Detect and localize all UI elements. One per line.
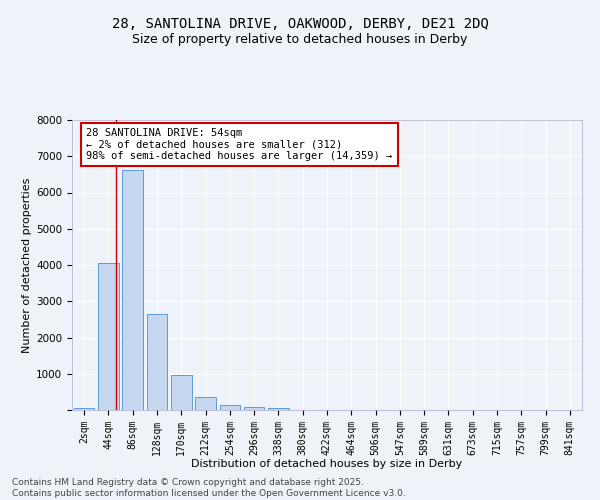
Bar: [74, 408, 94, 410]
Text: Contains HM Land Registry data © Crown copyright and database right 2025.
Contai: Contains HM Land Registry data © Crown c…: [12, 478, 406, 498]
Bar: [244, 407, 265, 410]
Bar: [171, 375, 191, 410]
Y-axis label: Number of detached properties: Number of detached properties: [22, 178, 32, 352]
Bar: [146, 314, 167, 410]
Bar: [268, 408, 289, 410]
X-axis label: Distribution of detached houses by size in Derby: Distribution of detached houses by size …: [191, 459, 463, 469]
Bar: [220, 405, 240, 410]
Bar: [195, 398, 216, 410]
Bar: [122, 170, 143, 410]
Text: 28 SANTOLINA DRIVE: 54sqm
← 2% of detached houses are smaller (312)
98% of semi-: 28 SANTOLINA DRIVE: 54sqm ← 2% of detach…: [86, 128, 392, 161]
Bar: [98, 263, 119, 410]
Text: Size of property relative to detached houses in Derby: Size of property relative to detached ho…: [133, 32, 467, 46]
Text: 28, SANTOLINA DRIVE, OAKWOOD, DERBY, DE21 2DQ: 28, SANTOLINA DRIVE, OAKWOOD, DERBY, DE2…: [112, 18, 488, 32]
